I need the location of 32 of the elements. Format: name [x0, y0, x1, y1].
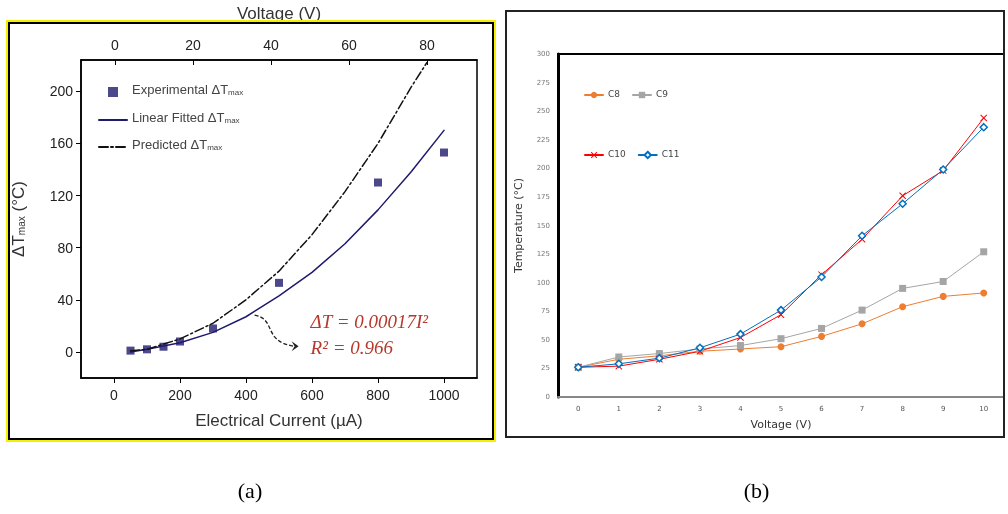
- legend-label: Experimental ΔTmax: [132, 82, 244, 97]
- text: (a): [237, 477, 263, 503]
- y-tick-label: 160: [49, 135, 74, 152]
- annotation: R² = 0.966: [309, 337, 394, 359]
- legend-label: Predicted ΔTmax: [132, 137, 223, 152]
- x2-tick-label: 40: [263, 37, 279, 53]
- y-axis-title: ΔTmax (°C): [9, 181, 28, 257]
- y-tick-label: 40: [57, 291, 74, 308]
- y-tick-label: 120: [49, 187, 74, 204]
- x-axis-title: Electrical Current (µA): [195, 411, 363, 430]
- x2-tick-label: 20: [185, 37, 201, 53]
- text: (b): [743, 477, 770, 503]
- x-tick-label: 600: [300, 387, 324, 403]
- x-tick-label: 1000: [428, 387, 460, 403]
- legend-label: Linear Fitted ΔTmax: [132, 110, 240, 125]
- x-axis-title: Voltage (V): [750, 418, 812, 431]
- x-tick-label: 400: [234, 387, 258, 403]
- x2-tick-label: 0: [111, 37, 120, 53]
- x2-tick-label: 80: [419, 37, 436, 53]
- x-tick-label: 200: [168, 387, 192, 403]
- y-axis-title: Temperature (°C): [512, 178, 525, 274]
- legend-label: C8: [608, 88, 621, 99]
- x2-tick-label: 60: [341, 37, 358, 53]
- legend-label: C11: [661, 148, 680, 159]
- y-tick-label: 200: [49, 83, 74, 100]
- legend-label: C10: [608, 148, 627, 159]
- legend-label: C9: [656, 88, 669, 99]
- x-tick-label: 0: [110, 387, 119, 403]
- y-tick-label: 80: [57, 239, 74, 256]
- y-tick-label: 0: [65, 343, 74, 360]
- x-tick-label: 800: [366, 387, 390, 403]
- annotation: ΔT = 0.00017I²: [309, 311, 429, 333]
